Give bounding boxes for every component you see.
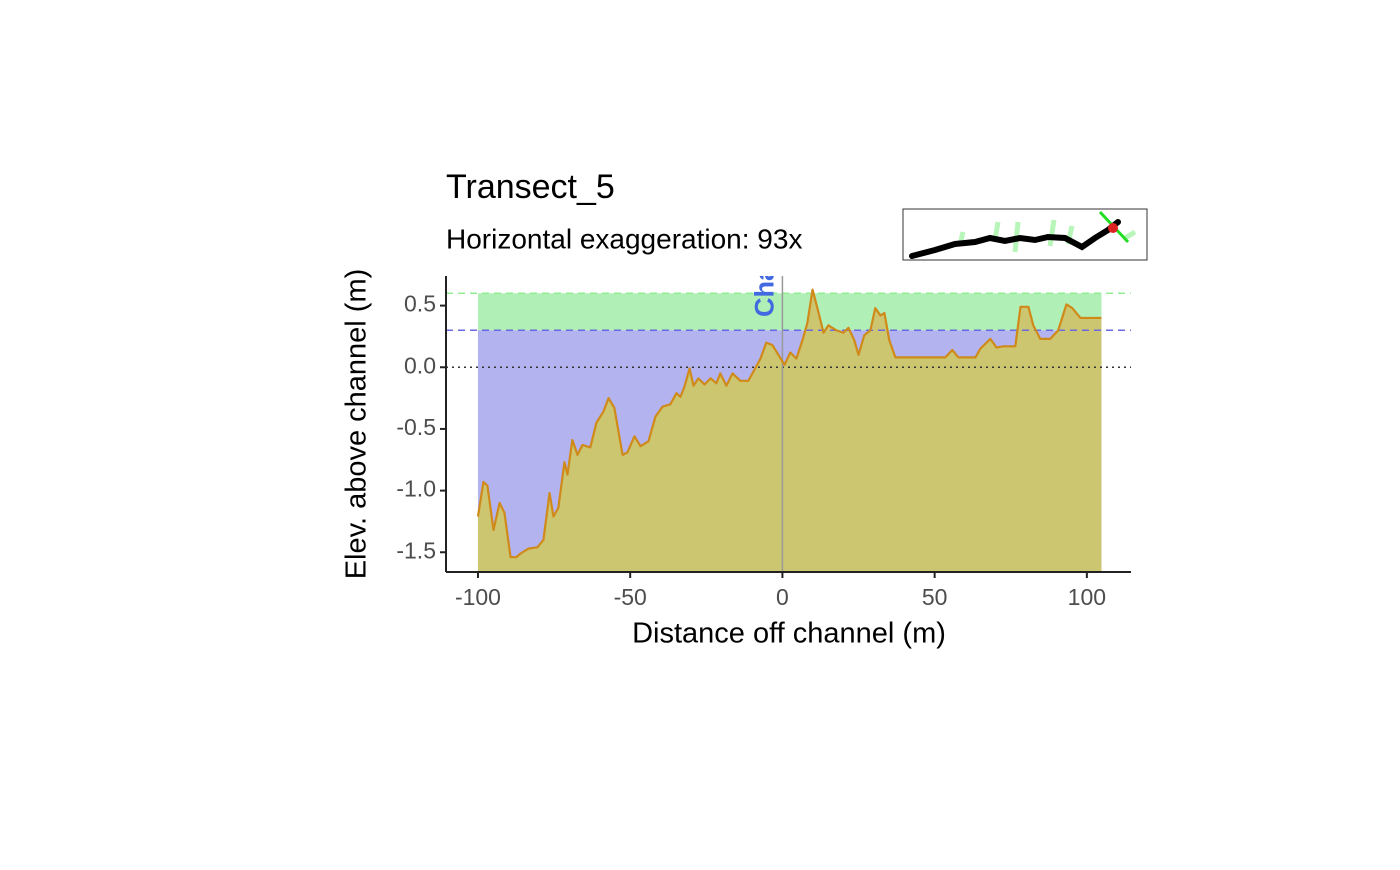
inset-frame bbox=[902, 208, 1148, 261]
inset-channel bbox=[909, 219, 1121, 259]
inset-map bbox=[902, 208, 1148, 261]
y-tick-label: 0.5 bbox=[404, 291, 436, 317]
inset-point bbox=[1108, 223, 1118, 233]
channel-label: Channel bbox=[750, 210, 780, 317]
x-axis-title: Distance off channel (m) bbox=[632, 618, 946, 650]
plot-panel: Channel bbox=[446, 210, 1131, 572]
y-tick-label: -0.5 bbox=[396, 414, 436, 440]
chart-subtitle: Horizontal exaggeration: 93x bbox=[446, 223, 802, 254]
y-axis-title: Elev. above channel (m) bbox=[341, 269, 373, 580]
y-tick-label: 0.0 bbox=[404, 352, 436, 378]
y-tick-label: -1.5 bbox=[396, 537, 436, 563]
x-tick-label: -100 bbox=[455, 584, 501, 610]
level-band bbox=[477, 293, 1102, 331]
x-tick-label: 50 bbox=[922, 584, 948, 610]
x-tick-label: 100 bbox=[1068, 584, 1106, 610]
chart-title: Transect_5 bbox=[446, 168, 615, 206]
x-tick-label: -50 bbox=[614, 584, 647, 610]
profile-line bbox=[476, 288, 1102, 559]
ground-area bbox=[477, 289, 1102, 572]
y-tick-label: -1.0 bbox=[396, 476, 436, 502]
x-tick-label: 0 bbox=[776, 584, 789, 610]
